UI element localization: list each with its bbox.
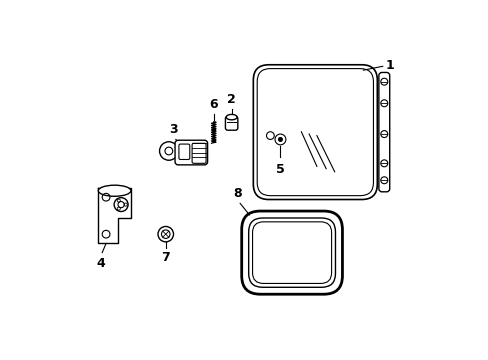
Ellipse shape xyxy=(98,185,131,196)
Circle shape xyxy=(380,177,387,184)
FancyBboxPatch shape xyxy=(378,72,389,192)
FancyBboxPatch shape xyxy=(179,144,189,159)
Circle shape xyxy=(380,100,387,107)
Text: 6: 6 xyxy=(209,98,218,111)
Text: 2: 2 xyxy=(227,93,236,105)
Circle shape xyxy=(380,131,387,138)
Text: 3: 3 xyxy=(169,123,178,136)
FancyBboxPatch shape xyxy=(225,116,237,130)
Ellipse shape xyxy=(226,114,237,120)
Circle shape xyxy=(380,78,387,85)
Circle shape xyxy=(278,138,282,141)
Text: 7: 7 xyxy=(161,251,170,264)
Polygon shape xyxy=(98,188,131,243)
Text: 8: 8 xyxy=(233,186,242,199)
Circle shape xyxy=(380,160,387,167)
FancyBboxPatch shape xyxy=(241,211,342,294)
FancyBboxPatch shape xyxy=(253,65,377,199)
Circle shape xyxy=(158,226,173,242)
Circle shape xyxy=(159,142,178,160)
FancyBboxPatch shape xyxy=(175,140,207,165)
Text: 5: 5 xyxy=(276,163,284,176)
Text: 4: 4 xyxy=(96,257,105,270)
Circle shape xyxy=(114,198,128,212)
Text: 1: 1 xyxy=(384,59,393,72)
